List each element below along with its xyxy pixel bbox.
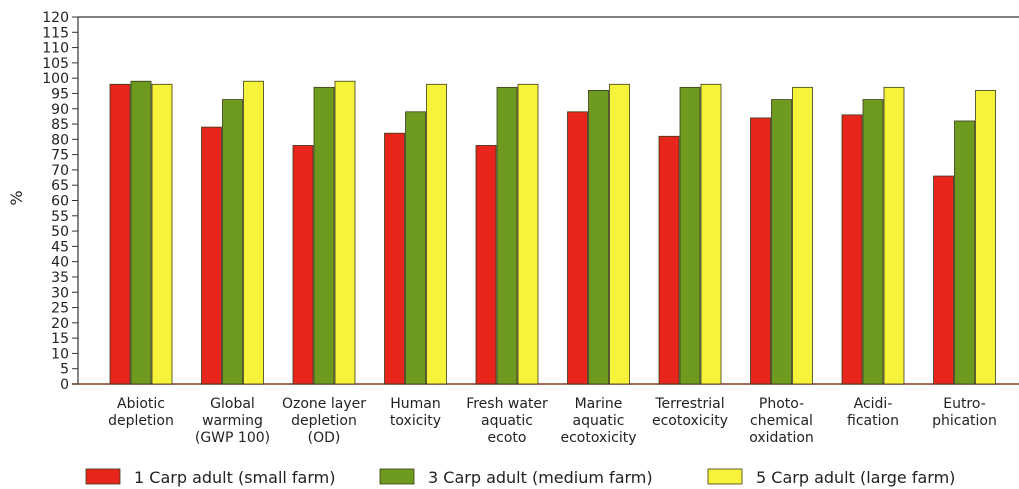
bar — [222, 99, 243, 385]
y-tick-label: 105 — [42, 56, 69, 72]
bar — [588, 90, 609, 385]
y-tick-label: 50 — [51, 224, 69, 240]
bar — [609, 83, 630, 385]
bar — [750, 117, 771, 385]
bar — [841, 114, 863, 385]
bar — [109, 83, 131, 385]
y-tick-label: 90 — [51, 102, 69, 118]
y-tick-label: 15 — [51, 331, 69, 347]
y-tick-label: 60 — [51, 194, 69, 210]
y-tick-label: 20 — [51, 316, 69, 332]
bar — [567, 111, 588, 385]
bar — [384, 132, 405, 385]
bar — [243, 80, 264, 385]
legend-swatch — [379, 468, 415, 485]
bar — [883, 86, 905, 385]
y-tick-label: 65 — [51, 178, 69, 194]
bar — [700, 83, 722, 385]
y-tick-label: 115 — [42, 25, 69, 41]
y-tick-label: 75 — [51, 148, 69, 164]
y-tick-labels: 0510152025303540455055606570758085909510… — [42, 10, 78, 393]
legend: 1 Carp adult (small farm) 3 Carp adult (m… — [85, 468, 955, 487]
y-tick-label: 70 — [51, 163, 69, 179]
bar — [975, 90, 996, 385]
bar — [496, 86, 518, 385]
bar — [679, 86, 701, 385]
x-category-label: Photo-chemical oxidation — [749, 396, 814, 446]
x-category-label: Human toxicity — [390, 396, 441, 429]
bar — [313, 86, 335, 385]
bar — [658, 135, 680, 385]
y-tick-label: 110 — [42, 41, 69, 57]
x-category-label: Acidi-fication — [847, 396, 899, 429]
y-tick-label: 40 — [51, 255, 69, 271]
bar — [334, 80, 356, 385]
y-tick-label: 35 — [51, 270, 69, 286]
x-category-labels: Abiotic depletion Global warming (GWP 100)Oz… — [108, 396, 997, 446]
y-axis-label: % — [7, 190, 26, 205]
legend-swatch — [707, 468, 743, 485]
legend-label: 1 Carp adult (small farm) — [134, 468, 335, 487]
bar — [954, 120, 975, 385]
bar — [130, 80, 152, 385]
bar-group — [109, 80, 996, 385]
y-tick-label: 85 — [51, 117, 69, 133]
x-category-label: Abiotic depletion — [108, 396, 174, 429]
y-tick-label: 0 — [60, 377, 69, 393]
y-tick-label: 25 — [51, 301, 69, 317]
bar — [771, 99, 792, 385]
y-tick-label: 100 — [42, 71, 69, 87]
bar — [426, 83, 447, 385]
y-tick-label: 30 — [51, 285, 69, 301]
bar — [292, 145, 314, 385]
y-tick-label: 55 — [51, 209, 69, 225]
legend-label: 5 Carp adult (large farm) — [756, 468, 955, 487]
x-category-label: Terrestrial ecotoxicity — [652, 396, 728, 429]
y-tick-label: 45 — [51, 239, 69, 255]
bar — [862, 99, 884, 385]
bar — [475, 145, 497, 385]
bar — [933, 175, 954, 385]
y-tick-label: 10 — [51, 346, 69, 362]
bar — [517, 83, 539, 385]
bar — [151, 83, 173, 385]
x-category-label: Fresh water aquatic ecoto — [466, 396, 548, 446]
x-category-label: Global warming (GWP 100) — [195, 396, 270, 446]
y-tick-label: 5 — [60, 362, 69, 378]
y-tick-label: 120 — [42, 10, 69, 26]
bar — [792, 86, 813, 385]
legend-swatch — [85, 468, 121, 485]
y-tick-label: 80 — [51, 132, 69, 148]
y-tick-label: 95 — [51, 86, 69, 102]
bar — [405, 111, 426, 385]
bar — [201, 126, 222, 385]
x-category-label: Ozone layer depletion (OD) — [282, 396, 366, 446]
x-category-label: Marine aquatic ecotoxicity — [560, 396, 636, 446]
x-category-label: Eutro-phication — [932, 396, 997, 429]
legend-label: 3 Carp adult (medium farm) — [428, 468, 653, 487]
